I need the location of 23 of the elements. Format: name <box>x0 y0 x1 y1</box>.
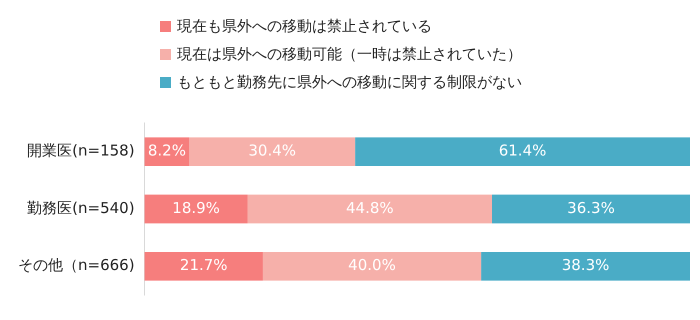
data-label: 61.4% <box>498 142 546 160</box>
bar <box>144 252 263 281</box>
legend-label: 現在は県外への移動可能（一時は禁止されていた） <box>177 44 522 64</box>
legend-label: もともと勤務先に県外への移動に関する制限がない <box>177 72 522 92</box>
bar <box>481 252 690 281</box>
data-label: 18.9% <box>172 198 220 217</box>
data-label: 30.4% <box>248 142 296 160</box>
data-label: 40.0% <box>348 256 396 274</box>
data-label: 21.7% <box>180 256 228 274</box>
y-tick-label: 勤務医(n=540) <box>27 198 135 217</box>
bar <box>144 194 248 224</box>
data-label: 36.3% <box>567 198 615 217</box>
bar <box>262 252 482 281</box>
y-tick-label: 開業医(n=158) <box>27 142 135 160</box>
y-tick-label: その他（n=666) <box>18 256 135 274</box>
bar <box>355 137 690 166</box>
bar <box>492 194 690 224</box>
bar <box>189 137 356 166</box>
bar <box>248 194 492 224</box>
data-label: 44.8% <box>346 198 394 217</box>
legend-label: 現在も県外への移動は禁止されている <box>177 16 432 36</box>
data-label: 8.2% <box>148 142 186 160</box>
data-label: 38.3% <box>562 256 610 274</box>
